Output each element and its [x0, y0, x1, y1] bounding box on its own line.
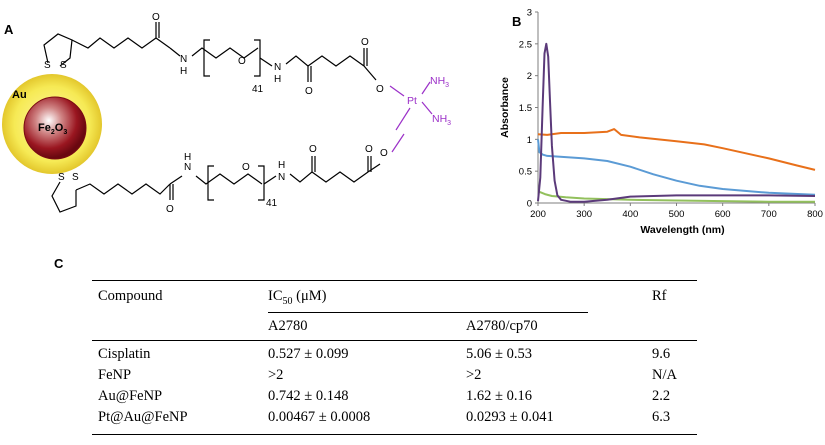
table-top-rule [92, 280, 697, 281]
pt-atom: Pt [407, 95, 417, 107]
au-label: Au [12, 89, 27, 101]
x-tick-label: 600 [715, 209, 731, 220]
s-atom: S [60, 60, 67, 71]
fe2o3-core [23, 96, 87, 160]
header-ic50: IC50 (μM) [268, 288, 327, 307]
y-tick-label: 2.5 [519, 39, 532, 50]
y-tick-label: 1.5 [519, 103, 532, 114]
h-atom: H [184, 152, 191, 163]
a2780-value-cell: 0.00467 ± 0.0008 [268, 409, 371, 425]
x-tick-label: 200 [530, 209, 546, 220]
n-atom: N [278, 172, 285, 183]
ic50-subrule [268, 312, 588, 313]
compound-cell: Pt@Au@FeNP [98, 409, 188, 425]
o-atom: O [376, 84, 384, 95]
cp70-value-cell: 1.62 ± 0.16 [466, 388, 532, 404]
header-bottom-rule [92, 340, 697, 341]
compound-cell: Cisplatin [98, 346, 151, 362]
header-compound: Compound [98, 288, 163, 304]
s-atom: S [58, 172, 65, 183]
o-atom: O [361, 37, 369, 48]
absorbance-chart: 0 0.5 1 1.5 2 2.5 3 200 300 400 500 600 700 800 Wavele… [499, 8, 823, 237]
panel-a-label: A [4, 22, 14, 37]
x-tick-label: 300 [576, 209, 592, 220]
o-atom: O [380, 148, 388, 159]
rf-value-cell: N/A [652, 367, 677, 383]
h-atom: H [180, 66, 187, 77]
panel-b-label: B [512, 14, 522, 29]
o-atom: O [309, 144, 317, 155]
cp70-value-cell: >2 [466, 367, 482, 383]
o-atom: O [238, 56, 246, 67]
o-atom: O [242, 162, 250, 173]
y-axis-title: Absorbance [499, 77, 511, 138]
y-tick-label: 3 [527, 8, 532, 19]
n-atom: N [274, 62, 281, 73]
n-atom: N [180, 54, 187, 65]
panel-c-label: C [54, 256, 64, 271]
series-line-orange [537, 128, 816, 171]
nh3-ligand: NH3 [430, 75, 449, 89]
nanoparticle-structure-diagram: Au Fe2O3 S S O N H O 41 N H O O O Pt NH3 [2, 12, 451, 215]
compound-cell: Au@FeNP [98, 388, 163, 404]
cp70-value-cell: 5.06 ± 0.53 [466, 346, 532, 362]
x-tick-label: 800 [807, 209, 823, 220]
compound-cell: FeNP [98, 367, 132, 383]
peg-repeat-label: 41 [252, 84, 264, 95]
series-line-green [537, 190, 815, 203]
nh3-ligand: NH3 [432, 113, 451, 127]
a2780-value-cell: >2 [268, 367, 284, 383]
cp70-value-cell: 0.0293 ± 0.041 [466, 409, 554, 425]
a2780-value-cell: 0.527 ± 0.099 [268, 346, 349, 362]
header-a2780: A2780 [268, 318, 308, 334]
header-rf: Rf [652, 288, 667, 304]
o-atom: O [365, 144, 373, 155]
table-bottom-rule [92, 434, 697, 435]
x-tick-label: 400 [622, 209, 638, 220]
a2780-value-cell: 0.742 ± 0.148 [268, 388, 349, 404]
s-atom: S [44, 60, 51, 71]
header-a2780-cp70: A2780/cp70 [466, 318, 538, 334]
n-atom: N [184, 162, 191, 173]
y-tick-label: 0 [527, 199, 532, 210]
rf-value-cell: 2.2 [652, 388, 671, 404]
x-tick-label: 700 [761, 209, 777, 220]
peg-repeat-label: 41 [266, 198, 278, 209]
o-atom: O [152, 12, 160, 23]
rf-value-cell: 6.3 [652, 409, 671, 425]
x-axis-title: Wavelength (nm) [640, 224, 724, 236]
o-atom: O [166, 204, 174, 215]
upper-ligand [43, 22, 405, 97]
s-atom: S [72, 172, 79, 183]
y-tick-label: 1 [527, 135, 532, 146]
o-atom: O [305, 86, 313, 97]
h-atom: H [274, 74, 281, 85]
fe2o3-label: Fe2O3 [38, 122, 67, 136]
y-tick-label: 2 [527, 71, 532, 82]
series-line-purple [537, 42, 816, 203]
series-line-blue [537, 139, 816, 196]
rf-value-cell: 9.6 [652, 346, 671, 362]
lower-ligand [51, 133, 405, 213]
y-tick-label: 0.5 [519, 167, 532, 178]
x-tick-label: 500 [669, 209, 685, 220]
h-atom: H [278, 160, 285, 171]
